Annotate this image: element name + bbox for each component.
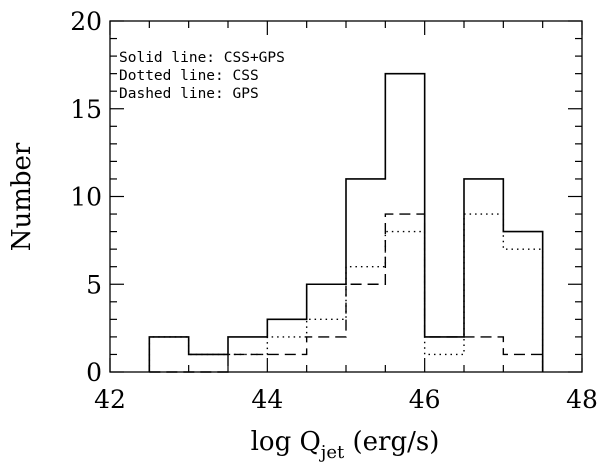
series-layer: [148, 72, 544, 373]
legend-entry-dotted: Dotted line: CSS: [119, 68, 259, 84]
legend: Solid line: CSS+GPS Dotted line: CSS Das…: [119, 50, 285, 102]
y-tick-label: 5: [86, 270, 102, 299]
series-dashed-line: [149, 213, 544, 373]
axis-ticks: [109, 20, 583, 373]
legend-entry-dashed: Dashed line: GPS: [119, 86, 259, 102]
x-axis-title: log Qjet (erg/s): [251, 427, 440, 463]
x-axis-title-unit: (erg/s): [344, 427, 439, 457]
tick-labels: 42 44 46 48 0 5 10 15 20: [70, 7, 598, 414]
y-tick-label: 15: [70, 95, 102, 124]
x-tick-label: 42: [94, 385, 126, 414]
x-tick-label: 46: [409, 385, 441, 414]
series-dotted-line: [148, 213, 544, 372]
legend-entry-solid: Solid line: CSS+GPS: [119, 50, 285, 66]
x-tick-label: 44: [251, 385, 283, 414]
x-axis-title-subscript: jet: [319, 442, 345, 463]
y-tick-label: 20: [70, 7, 102, 36]
y-tick-label: 0: [86, 358, 102, 387]
x-tick-label: 48: [566, 385, 598, 414]
y-axis-title: Number: [7, 142, 37, 251]
x-axis-title-main: log Q: [251, 427, 321, 457]
series-solid-line: [148, 72, 544, 372]
y-tick-label: 10: [70, 183, 102, 212]
